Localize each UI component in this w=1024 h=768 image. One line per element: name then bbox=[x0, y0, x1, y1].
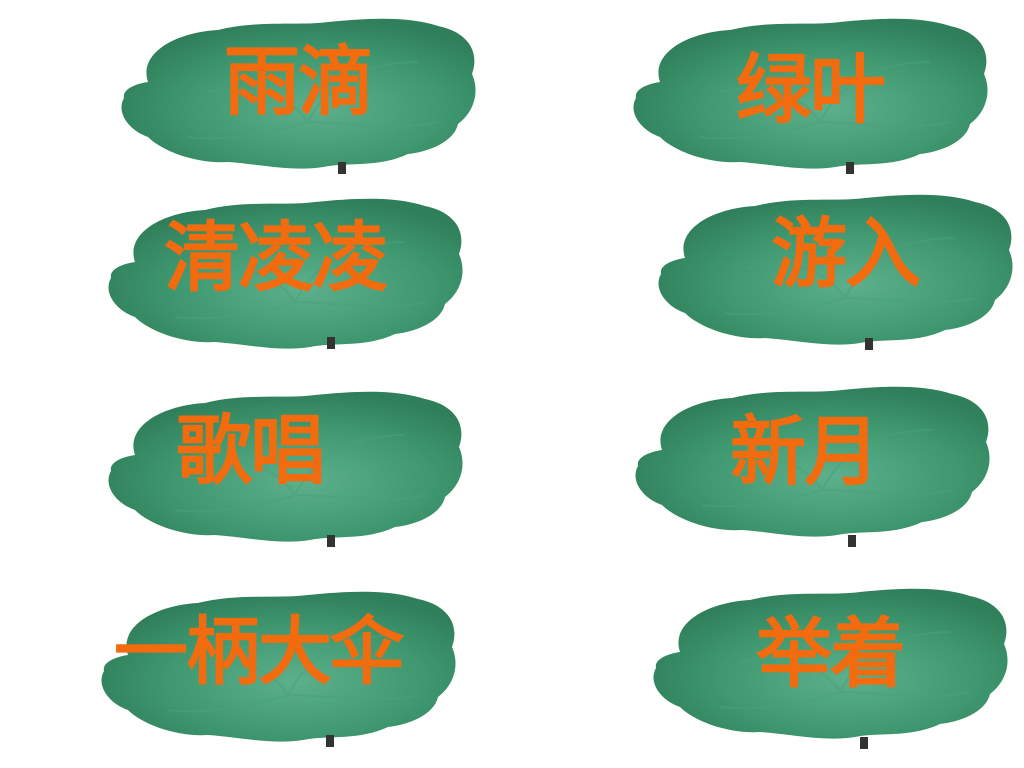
word-label: 清凌凌 bbox=[164, 213, 388, 302]
word-card-lvye[interactable]: 绿叶 bbox=[620, 12, 1000, 177]
word-label: 雨滴 bbox=[224, 37, 374, 126]
word-label: 绿叶 bbox=[736, 45, 886, 134]
word-label: 举着 bbox=[756, 609, 906, 698]
lotus-leaf-icon bbox=[121, 18, 476, 174]
word-card-yudi[interactable]: 雨滴 bbox=[108, 12, 488, 177]
word-label: 一柄大伞 bbox=[114, 609, 404, 695]
word-label: 游入 bbox=[771, 209, 921, 298]
lotus-leaf-icon bbox=[108, 391, 463, 547]
lotus-leaf-icon bbox=[635, 386, 990, 547]
word-card-youru[interactable]: 游入 bbox=[645, 188, 1024, 353]
lotus-leaf-icon bbox=[653, 588, 1008, 749]
word-card-gechang[interactable]: 歌唱 bbox=[95, 385, 475, 550]
word-card-xinyue[interactable]: 新月 bbox=[622, 380, 1002, 547]
word-card-yibingdasan[interactable]: 一柄大伞 bbox=[88, 585, 468, 750]
lotus-leaf-icon bbox=[108, 198, 463, 349]
lotus-leaf-icon bbox=[633, 18, 988, 174]
word-card-qinglingling[interactable]: 清凌凌 bbox=[95, 192, 475, 357]
word-label: 新月 bbox=[730, 407, 880, 496]
lotus-leaf-icon bbox=[658, 194, 1013, 350]
word-card-juzhe[interactable]: 举着 bbox=[640, 582, 1020, 749]
word-label: 歌唱 bbox=[176, 406, 326, 495]
lotus-leaf-icon bbox=[101, 591, 456, 747]
